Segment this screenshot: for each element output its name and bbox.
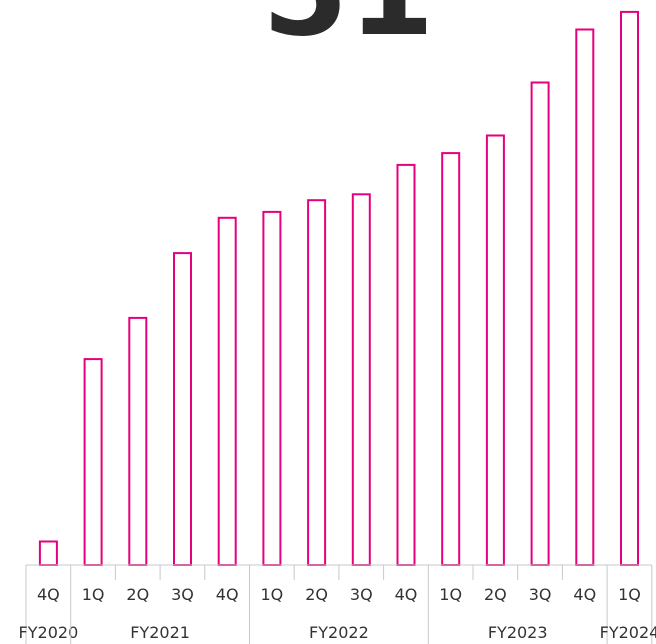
quarter-label: 2Q bbox=[126, 585, 149, 604]
bar-0 bbox=[38, 540, 58, 566]
quarter-label: 3Q bbox=[529, 585, 552, 604]
bars bbox=[38, 10, 639, 567]
fiscal-year-label: FY2024 bbox=[600, 623, 656, 642]
quarter-label: 3Q bbox=[171, 585, 194, 604]
bar-10 bbox=[485, 134, 505, 566]
bar-4 bbox=[217, 216, 237, 567]
quarter-label: 4Q bbox=[37, 585, 60, 604]
bar-7 bbox=[351, 193, 371, 567]
quarter-label: 3Q bbox=[350, 585, 373, 604]
quarter-label: 2Q bbox=[484, 585, 507, 604]
quarter-label: 4Q bbox=[573, 585, 596, 604]
bar-8 bbox=[396, 163, 416, 566]
fiscal-year-label: FY2021 bbox=[130, 623, 190, 642]
bar-1 bbox=[83, 358, 103, 566]
quarter-label: 2Q bbox=[305, 585, 328, 604]
quarter-label: 4Q bbox=[216, 585, 239, 604]
fiscal-year-label: FY2023 bbox=[488, 623, 548, 642]
headline-number: 51 bbox=[262, 0, 435, 54]
bar-3 bbox=[173, 252, 192, 566]
fiscal-year-label: FY2020 bbox=[19, 623, 79, 642]
bar-11 bbox=[530, 81, 550, 566]
bar-9 bbox=[441, 152, 461, 566]
quarter-label: 1Q bbox=[439, 585, 462, 604]
quarter-label: 1Q bbox=[261, 585, 284, 604]
quarter-label: 1Q bbox=[618, 585, 641, 604]
bar-13 bbox=[620, 10, 639, 566]
bar-12 bbox=[575, 28, 595, 566]
bar-5 bbox=[262, 210, 282, 566]
fiscal-year-label: FY2022 bbox=[309, 623, 369, 642]
bar-6 bbox=[307, 199, 327, 566]
quarter-label: 1Q bbox=[82, 585, 105, 604]
bar-2 bbox=[128, 316, 148, 566]
quarter-label: 4Q bbox=[395, 585, 418, 604]
